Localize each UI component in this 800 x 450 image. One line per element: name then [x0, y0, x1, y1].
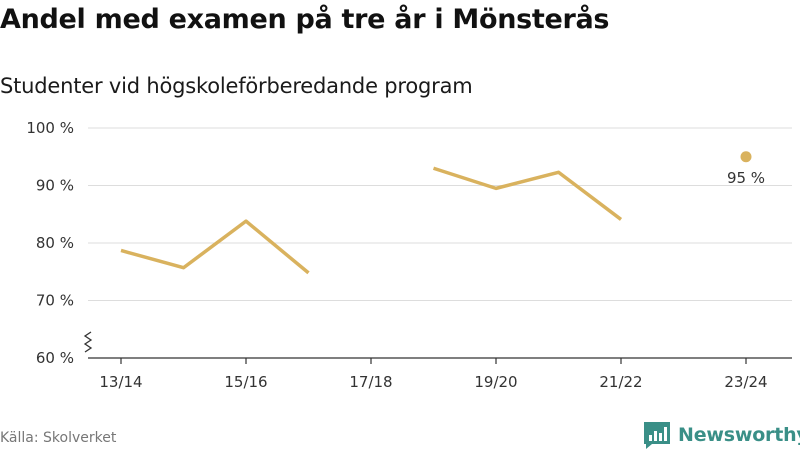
- newsworthy-logo-icon: [644, 421, 670, 449]
- brand-name: Newsworthy: [678, 424, 800, 446]
- x-tick-label: 13/14: [99, 373, 142, 391]
- series-line: [432, 166, 623, 221]
- y-tick-label: 100 %: [26, 119, 74, 137]
- y-tick-label: 60 %: [36, 349, 74, 367]
- brand-logo[interactable]: Newsworthy: [644, 420, 800, 450]
- chart-subtitle: Studenter vid högskoleförberedande progr…: [0, 74, 473, 98]
- y-tick-label: 70 %: [36, 292, 74, 310]
- data-label: 95 %: [727, 169, 765, 187]
- y-tick-label: 90 %: [36, 177, 74, 195]
- series-lines: [120, 151, 752, 275]
- axis-break-icon: [83, 331, 93, 353]
- x-tick-label: 15/16: [224, 373, 267, 391]
- x-tick-label: 19/20: [474, 373, 517, 391]
- data-point: [740, 151, 752, 163]
- line-chart: 60 % 70 % 80 % 90 % 100 % 13/14 15/16 17/18 19/2…: [26, 119, 792, 391]
- axes: [83, 331, 792, 364]
- x-tick-label: 21/22: [599, 373, 642, 391]
- x-tick-label: 23/24: [724, 373, 767, 391]
- series-line: [120, 219, 310, 275]
- tick-labels: 60 % 70 % 80 % 90 % 100 % 13/14 15/16 17/18 19/2…: [26, 119, 767, 391]
- gridlines: [88, 127, 792, 301]
- source-note: Källa: Skolverket: [0, 430, 117, 446]
- x-tick-label: 17/18: [349, 373, 392, 391]
- chart-title: Andel med examen på tre år i Mönsterås: [0, 4, 610, 35]
- y-tick-label: 80 %: [36, 234, 74, 252]
